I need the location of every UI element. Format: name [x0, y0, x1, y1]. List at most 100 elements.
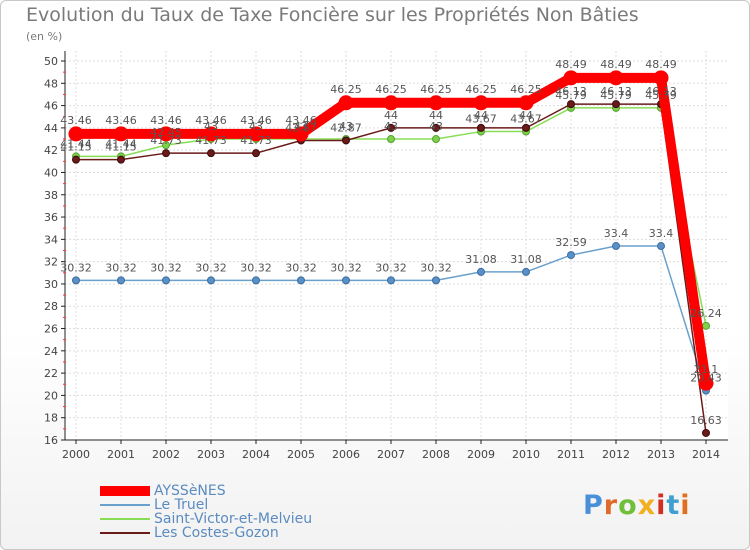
- data-point-ayssenes: [428, 95, 444, 111]
- y-tick-label: 30: [44, 278, 58, 291]
- data-point-ayssenes: [383, 95, 399, 111]
- y-tick-label: 22: [44, 367, 58, 380]
- data-point-les-costes-gozon: [387, 123, 395, 132]
- data-label-ayssenes: 46.25: [330, 83, 362, 96]
- data-label-ayssenes: 43.46: [105, 114, 137, 127]
- y-tick-label: 32: [44, 256, 58, 269]
- data-label-ayssenes: 46.25: [375, 83, 407, 96]
- data-label-le-truel: 32.59: [555, 236, 587, 249]
- logo-letter: r: [603, 490, 619, 521]
- data-label-saint-victor: 43: [429, 120, 443, 133]
- data-point-les-costes-gozon: [432, 123, 440, 132]
- data-label-les-costes-gozon: 41.73: [240, 134, 272, 147]
- data-point-ayssenes: [203, 126, 219, 142]
- data-point-le-truel: [342, 276, 350, 285]
- data-label-ayssenes: 46.25: [420, 83, 452, 96]
- data-point-le-truel: [612, 242, 620, 251]
- data-point-le-truel: [432, 276, 440, 285]
- data-label-saint-victor: 43.67: [510, 113, 542, 126]
- data-label-les-costes-gozon: 44: [429, 109, 443, 122]
- y-tick-label: 42: [44, 144, 58, 157]
- data-label-ayssenes: 46.25: [510, 83, 542, 96]
- logo-letter: x: [637, 490, 657, 521]
- data-label-les-costes-gozon: 44: [519, 109, 533, 122]
- data-point-les-costes-gozon: [342, 136, 350, 145]
- legend-item-ayssenes[interactable]: AYSSèNES: [100, 484, 312, 498]
- x-tick-label: 2014: [692, 448, 720, 461]
- x-tick-label: 2006: [332, 448, 360, 461]
- x-tick-label: 2005: [287, 448, 315, 461]
- y-tick-label: 34: [44, 233, 58, 246]
- data-point-ayssenes: [518, 95, 534, 111]
- data-label-les-costes-gozon: 42.87: [285, 121, 317, 134]
- y-tick-label: 46: [44, 100, 58, 113]
- x-tick-label: 2013: [647, 448, 675, 461]
- data-label-saint-victor: 42.45: [150, 126, 182, 139]
- data-label-ayssenes: 48.49: [600, 58, 632, 71]
- data-point-les-costes-gozon: [567, 100, 575, 109]
- data-point-le-truel: [72, 276, 80, 285]
- legend-swatch-ayssenes: [100, 486, 150, 496]
- y-tick-label: 36: [44, 211, 58, 224]
- data-point-le-truel: [657, 242, 665, 251]
- proxiti-logo: Proxiti: [583, 490, 691, 521]
- logo-letter: t: [666, 490, 681, 521]
- data-point-ayssenes: [698, 375, 714, 391]
- x-tick-label: 2002: [152, 448, 180, 461]
- data-label-les-costes-gozon: 46.13: [600, 85, 632, 98]
- y-tick-label: 38: [44, 189, 58, 202]
- data-point-les-costes-gozon: [477, 123, 485, 132]
- y-tick-label: 16: [44, 434, 58, 447]
- data-point-le-truel: [207, 276, 215, 285]
- chart-title: Evolution du Taux de Taxe Foncière sur l…: [26, 4, 639, 26]
- data-point-ayssenes: [338, 95, 354, 111]
- data-label-ayssenes: 48.49: [645, 58, 677, 71]
- data-label-le-truel: 33.4: [604, 227, 629, 240]
- data-label-ayssenes: 43.46: [285, 114, 317, 127]
- legend-label-ayssenes: AYSSèNES: [154, 483, 226, 499]
- legend-item-le-truel[interactable]: Le Truel: [100, 498, 312, 512]
- data-point-saint-victor: [387, 135, 395, 144]
- data-label-le-truel: 30.32: [195, 261, 227, 274]
- data-point-le-truel: [297, 276, 305, 285]
- data-label-les-costes-gozon: 41.73: [195, 134, 227, 147]
- data-label-saint-victor: 45.79: [555, 89, 587, 102]
- x-tick-label: 2011: [557, 448, 585, 461]
- data-label-les-costes-gozon: 42.87: [330, 121, 362, 134]
- legend-item-saint-victor[interactable]: Saint-Victor-et-Melvieu: [100, 512, 312, 526]
- data-label-saint-victor: 45.79: [600, 89, 632, 102]
- data-point-le-truel: [162, 276, 170, 285]
- y-tick-label: 26: [44, 323, 58, 336]
- data-label-ayssenes: 43.46: [195, 114, 227, 127]
- data-label-le-truel: 30.32: [375, 261, 407, 274]
- data-label-le-truel: 31.08: [465, 253, 497, 266]
- data-point-les-costes-gozon: [72, 155, 80, 164]
- data-point-ayssenes: [653, 70, 669, 86]
- legend-swatch-les-costes-gozon: [100, 532, 150, 534]
- data-label-le-truel: 20.43: [690, 372, 722, 385]
- y-tick-label: 18: [44, 412, 58, 425]
- data-label-le-truel: 30.32: [60, 261, 92, 274]
- y-tick-label: 28: [44, 300, 58, 313]
- x-tick-label: 2003: [197, 448, 225, 461]
- y-tick-label: 44: [44, 122, 58, 135]
- data-label-saint-victor: 43: [204, 120, 218, 133]
- x-tick-label: 2010: [512, 448, 540, 461]
- legend-item-les-costes-gozon[interactable]: Les Costes-Gozon: [100, 526, 312, 540]
- data-point-les-costes-gozon: [522, 123, 530, 132]
- data-label-le-truel: 33.4: [649, 227, 674, 240]
- data-label-ayssenes: 48.49: [555, 58, 587, 71]
- data-label-saint-victor: 26.24: [690, 307, 722, 320]
- data-point-les-costes-gozon: [162, 149, 170, 158]
- data-label-les-costes-gozon: 44: [384, 109, 398, 122]
- data-point-ayssenes: [158, 126, 174, 142]
- data-label-saint-victor: 41.44: [105, 137, 137, 150]
- data-point-ayssenes: [563, 70, 579, 86]
- data-label-les-costes-gozon: 41.15: [60, 141, 92, 154]
- y-tick-label: 24: [44, 345, 58, 358]
- data-point-ayssenes: [248, 126, 264, 142]
- data-point-le-truel: [252, 276, 260, 285]
- data-label-le-truel: 30.32: [285, 261, 317, 274]
- y-tick-label: 40: [44, 166, 58, 179]
